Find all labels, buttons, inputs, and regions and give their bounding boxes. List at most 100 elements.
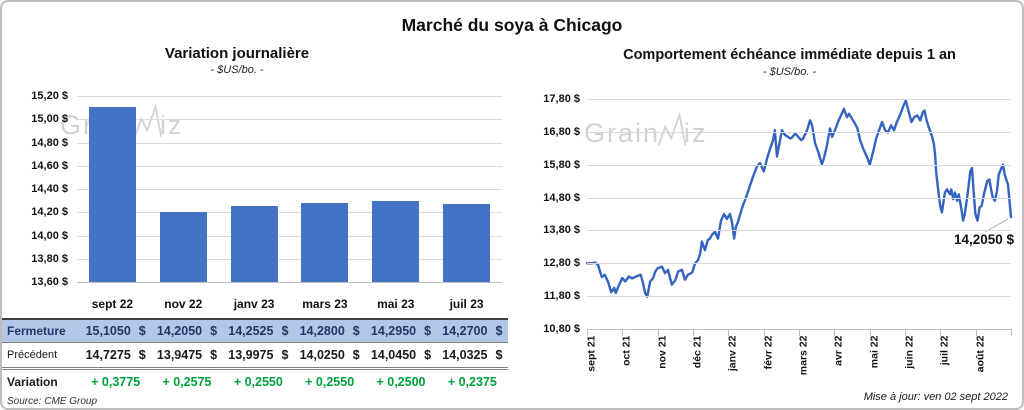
line-y-axis-label: 15,80 $: [543, 158, 580, 171]
row-label: Précédent: [7, 349, 58, 361]
cell-value: + 0,3775: [91, 375, 141, 389]
bar-x-axis-label: sept 22: [91, 297, 134, 311]
gridline: [587, 296, 1011, 298]
gridline: [587, 131, 1011, 133]
bar-y-axis-label: 13,80 $: [31, 252, 68, 265]
line-x-axis-label-févr-22: févr 22: [762, 335, 775, 370]
line-x-axis-label-oct-21: oct 21: [620, 335, 633, 366]
gridline: [77, 212, 502, 214]
quotes-table: Fermeture 15,1050 $14,2050 $ 14,2525 $14,2800…: [2, 318, 508, 394]
line-x-axis-label-déc-21: déc 21: [691, 335, 704, 369]
axis-tick: [728, 329, 730, 336]
cell-value: 14,0450: [370, 348, 417, 362]
cell-value: 13,9475: [156, 348, 203, 362]
bar-mars-23: [301, 202, 349, 282]
annotation-callout-line: [984, 218, 1009, 233]
bar-chart-plot-area: [77, 96, 502, 283]
line-y-axis-label: 13,80 $: [543, 224, 580, 237]
gridline: [77, 96, 502, 97]
bar-y-axis-label: 15,00 $: [31, 113, 68, 126]
gridline: [77, 165, 502, 167]
cell-value: + 0,2375: [447, 375, 497, 389]
bar-y-axis-label: 14,00 $: [31, 229, 68, 242]
line-x-axis-label-juin-22: juin 22: [903, 335, 916, 369]
bar-y-axis-label: 14,80 $: [31, 136, 68, 149]
bar-x-axis-label: janv 23: [233, 297, 275, 311]
row-label: Fermeture: [7, 324, 66, 338]
axis-tick: [657, 329, 659, 336]
cell-value: + 0,2575: [162, 375, 212, 389]
gridline: [587, 164, 1011, 166]
axis-tick: [869, 329, 871, 336]
bar-x-axis-label: juil 23: [449, 297, 484, 311]
cell-precedent-juil-23: 14,0325 $: [437, 348, 508, 362]
cell-value: 14,2525: [228, 324, 274, 338]
line-x-axis-label-août-22: août 22: [974, 335, 987, 373]
cell-fermeture-sept-22: 15,1050 $: [80, 324, 151, 338]
gridline: [77, 189, 502, 190]
bar-chart-title: Variation journalière: [164, 45, 310, 62]
row-label: Variation: [7, 375, 58, 389]
line-x-axis-label-mars-22: mars 22: [797, 335, 810, 376]
axis-tick: [1011, 329, 1012, 336]
cell-unit: $: [281, 348, 289, 362]
cell-unit: $: [495, 348, 503, 362]
price-line-chart: [585, 99, 1013, 299]
cell-fermeture-janv-23: 14,2525 $: [223, 324, 294, 338]
bar-juil-23: [443, 204, 491, 282]
cell-fermeture-mai-23: 14,2950 $: [365, 324, 436, 338]
cell-unit: $: [352, 324, 360, 338]
cell-value: 13,9975: [228, 348, 274, 362]
axis-tick: [763, 329, 765, 336]
axis-tick: [834, 329, 836, 336]
gridline: [587, 230, 1011, 232]
cell-value: 14,2800: [299, 324, 345, 338]
line-chart-subtitle: - $US/bo. -: [762, 66, 817, 78]
line-x-axis-label-sept-21: sept 21: [585, 335, 598, 372]
line-x-axis-label-juil-22: juil 22: [938, 335, 951, 366]
line-y-axis-label: 10,80 $: [543, 323, 580, 335]
axis-tick: [799, 329, 800, 336]
cell-unit: $: [138, 348, 146, 362]
gridline: [587, 99, 1011, 100]
cell-fermeture-nov-22: 14,2050 $: [151, 324, 222, 338]
cell-precedent-janv-23: 13,9975 $: [223, 348, 294, 362]
cell-value: 14,2950: [370, 324, 417, 338]
source-note: Source: CME Group: [7, 396, 98, 407]
axis-tick: [940, 329, 942, 336]
gridline: [77, 282, 502, 283]
cell-value: 14,7275: [85, 348, 131, 362]
line-y-axis-label: 12,80 $: [543, 257, 580, 270]
cell-value: + 0,2550: [233, 375, 283, 389]
cell-variation-mai-23: + 0,2500: [365, 375, 436, 389]
line-x-axis-label-avr-22: avr 22: [832, 335, 845, 366]
gridline: [77, 119, 502, 121]
bar-chart-subtitle: - $US/bo. -: [210, 64, 264, 76]
cell-precedent-mai-23: 14,0450 $: [365, 348, 436, 362]
bar-x-axis-label: mars 23: [302, 297, 348, 311]
cell-unit: $: [210, 348, 218, 362]
grainwiz-zigzag-icon: [133, 103, 163, 138]
cell-unit: $: [281, 324, 289, 338]
cell-fermeture-juil-23: 14,2700 $: [437, 324, 508, 338]
cell-precedent-nov-22: 13,9475 $: [151, 348, 222, 362]
bar-nov-22: [159, 211, 207, 282]
line-x-axis-label-nov-21: nov 21: [656, 335, 669, 369]
line-y-axis-label: 17,80 $: [543, 93, 580, 105]
cell-value: 14,0250: [299, 348, 345, 362]
cell-variation-nov-22: + 0,2575: [151, 375, 222, 389]
gridline: [77, 235, 502, 237]
last-price-annotation: 14,2050 $: [953, 232, 1014, 247]
cell-variation-sept-22: + 0,3775: [80, 375, 151, 389]
axis-tick: [622, 329, 624, 336]
axis-tick: [693, 329, 694, 336]
cell-precedent-mars-23: 14,0250 $: [294, 348, 365, 362]
bar-y-axis-label: 15,20 $: [31, 90, 68, 102]
bar-x-axis-label: mai 23: [377, 297, 415, 311]
cell-unit: $: [424, 348, 432, 362]
gridline: [587, 197, 1011, 199]
line-y-axis-label: 14,80 $: [543, 191, 580, 204]
cell-variation-mars-23: + 0,2550: [294, 375, 365, 389]
gridline: [77, 258, 502, 260]
